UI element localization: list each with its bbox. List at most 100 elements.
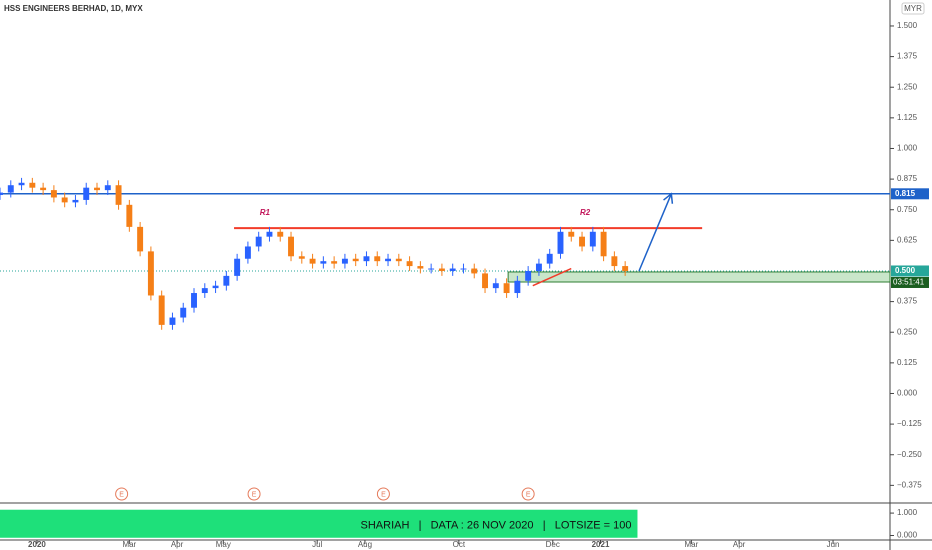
lower-y-tick-label: 1.000 <box>897 508 918 517</box>
event-marker <box>247 487 261 501</box>
x-tick-label: 2020 <box>28 540 46 549</box>
candle-body <box>266 231 273 237</box>
candle-body <box>191 293 197 308</box>
banner <box>0 509 638 538</box>
candle-body <box>460 268 467 270</box>
candle-body <box>406 261 413 267</box>
currency-box <box>901 2 925 15</box>
candle-body <box>600 231 607 257</box>
zone <box>507 271 891 283</box>
support-price-label-box <box>891 188 929 200</box>
x-tick-label: May <box>216 540 231 549</box>
x-tick-label: 2021 <box>592 540 610 549</box>
candle-body <box>557 231 564 254</box>
candle-body <box>0 192 3 196</box>
countdown-box <box>891 276 929 288</box>
candle-body <box>61 197 68 203</box>
lower-y-tick-label: 0.000 <box>897 531 918 540</box>
arrow-line <box>638 193 673 272</box>
event-label: E <box>252 491 257 498</box>
y-tick-label: −0.125 <box>897 419 922 428</box>
candle-body <box>341 258 348 264</box>
chart-title: HSS ENGINEERS BERHAD, 1D, MYX <box>4 4 143 13</box>
y-tick-label: 0.625 <box>897 235 918 244</box>
candle-body <box>83 187 90 200</box>
x-tick-label: Dec <box>546 540 560 549</box>
x-tick-label: Oct <box>453 540 466 549</box>
candle-body <box>288 236 294 257</box>
candle-body <box>244 246 251 259</box>
currency: MYR <box>904 4 922 13</box>
candle-body <box>201 288 208 294</box>
current-price-label: 0.500 <box>895 266 916 275</box>
x-tick-label: Apr <box>733 540 746 549</box>
annotation: R2 <box>580 208 591 217</box>
event-label: E <box>381 491 386 498</box>
candle-body <box>568 231 575 237</box>
arrow-head <box>663 192 674 204</box>
y-tick-label: −0.375 <box>897 480 922 489</box>
event-marker <box>376 487 390 501</box>
candle-body <box>180 307 187 318</box>
candle-body <box>277 231 284 237</box>
candle-body <box>309 258 316 264</box>
candle-body <box>395 258 402 262</box>
y-tick-label: 1.500 <box>897 21 918 30</box>
candle-body <box>471 268 478 274</box>
candle-body <box>352 258 359 262</box>
candle-body <box>223 275 230 286</box>
y-tick-label: 0.375 <box>897 297 918 306</box>
candle-body <box>503 283 510 294</box>
x-tick-label: Jun <box>827 540 840 549</box>
candle-body <box>126 204 133 227</box>
event-label: E <box>526 491 531 498</box>
candle-body <box>104 185 111 191</box>
candle-body <box>50 190 57 198</box>
x-tick-label: Jul <box>312 540 322 549</box>
candle-body <box>438 268 445 271</box>
candle-body <box>7 185 14 193</box>
x-tick-label: Mar <box>684 540 698 549</box>
candle-body <box>385 258 391 262</box>
y-tick-label: 0.750 <box>897 205 918 214</box>
y-tick-label: 1.000 <box>897 144 918 153</box>
candle-body <box>298 256 305 259</box>
candle-body <box>40 187 47 191</box>
candle-body <box>212 285 219 289</box>
event-marker <box>115 487 129 501</box>
candle-body <box>115 185 122 205</box>
candle-body <box>72 199 79 203</box>
candle-body <box>29 182 36 188</box>
y-tick-label: 0.000 <box>897 389 918 398</box>
y-tick-label: 1.125 <box>897 113 918 122</box>
y-tick-label: 1.250 <box>897 82 918 91</box>
current-price-label-box <box>891 265 929 277</box>
event-label: E <box>119 491 124 498</box>
candle-body <box>137 226 144 252</box>
y-tick-label: 0.125 <box>897 358 918 367</box>
y-tick-label: 0.875 <box>897 174 918 183</box>
x-tick-label: Aug <box>358 540 372 549</box>
candle-body <box>374 256 381 262</box>
candle-body <box>363 256 370 262</box>
candle-body <box>579 236 586 247</box>
candle-body <box>525 270 532 281</box>
candle-body <box>535 263 542 271</box>
y-tick-label: −0.250 <box>897 450 922 459</box>
annotation: R1 <box>260 208 271 217</box>
countdown: 03:51:41 <box>893 278 925 287</box>
candle-body <box>514 280 521 294</box>
candle-body <box>94 187 100 191</box>
y-tick-label: 1.375 <box>897 52 918 61</box>
event-marker <box>521 487 535 501</box>
candle-body <box>622 266 629 271</box>
candle-body <box>158 295 165 325</box>
y-tick-label: 0.250 <box>897 327 918 336</box>
candle-body <box>255 236 262 247</box>
candle-body <box>169 317 176 325</box>
candle-body <box>482 273 488 289</box>
candle-body <box>546 253 553 264</box>
candle-body <box>18 182 25 186</box>
x-tick-label: Apr <box>171 540 184 549</box>
candle-body <box>234 258 241 276</box>
